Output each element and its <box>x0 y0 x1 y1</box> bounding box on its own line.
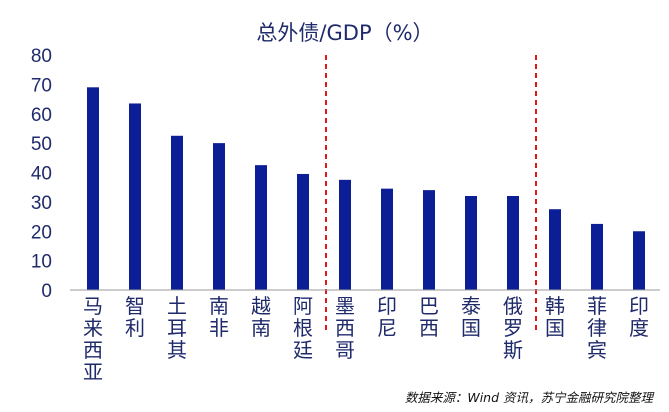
x-category-label: 韩国 <box>545 294 565 340</box>
bars <box>87 87 645 290</box>
x-category-label: 智利 <box>125 294 145 340</box>
y-axis-ticks: 0 10 20 30 40 50 60 70 80 <box>31 46 52 302</box>
group-dividers <box>325 55 537 330</box>
x-category-label: 越南 <box>251 294 271 340</box>
x-category-label: 印度 <box>629 294 649 340</box>
y-tick-label: 30 <box>31 193 52 214</box>
bar <box>507 196 519 290</box>
source-note: 数据来源：Wind 资讯，苏宁金融研究院整理 <box>405 390 655 405</box>
bar <box>465 196 477 290</box>
x-category-label: 巴西 <box>419 294 439 340</box>
y-tick-label: 10 <box>31 252 52 273</box>
bar <box>549 209 561 290</box>
bar <box>591 223 603 290</box>
bar <box>381 188 393 290</box>
x-category-label: 菲律宾 <box>587 294 607 362</box>
x-category-label: 土耳其 <box>167 294 187 362</box>
bar <box>339 179 351 290</box>
bar <box>129 103 141 290</box>
x-category-label: 俄罗斯 <box>503 294 523 362</box>
x-category-label: 阿根廷 <box>293 294 313 362</box>
bar <box>255 165 267 290</box>
y-tick-label: 0 <box>41 281 52 302</box>
bar <box>87 87 99 290</box>
y-tick-label: 70 <box>31 75 52 96</box>
y-tick-label: 20 <box>31 222 52 243</box>
x-category-label: 南非 <box>209 294 229 340</box>
x-category-label: 马来西亚 <box>83 294 103 384</box>
chart-title: 总外债/GDP（%） <box>256 21 433 45</box>
x-category-label: 泰国 <box>461 294 481 340</box>
y-tick-label: 40 <box>31 164 52 185</box>
y-tick-label: 60 <box>31 105 52 126</box>
y-tick-label: 50 <box>31 134 52 155</box>
x-category-label: 墨西哥 <box>335 294 355 362</box>
bar <box>633 231 645 290</box>
x-category-label: 印尼 <box>377 294 397 340</box>
bar <box>297 173 309 290</box>
bar <box>213 143 225 290</box>
y-tick-label: 80 <box>31 46 52 67</box>
bar <box>171 135 183 290</box>
bar <box>423 190 435 290</box>
